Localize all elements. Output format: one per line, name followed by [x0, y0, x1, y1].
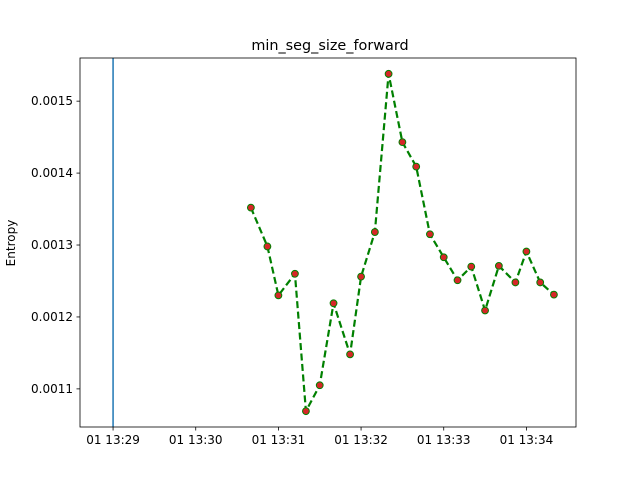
- y-tick-label: 0.0014: [31, 166, 73, 180]
- x-tick-label: 01 13:34: [500, 433, 554, 447]
- data-point: [412, 162, 421, 171]
- data-point: [550, 290, 558, 299]
- data-point: [246, 203, 255, 212]
- data-point: [384, 69, 393, 78]
- x-tick-label: 01 13:33: [417, 433, 471, 447]
- data-point: [346, 350, 354, 359]
- y-axis-title: Entropy: [4, 220, 18, 267]
- data-point: [467, 262, 476, 271]
- data-point: [481, 306, 489, 315]
- data-point: [536, 278, 545, 287]
- data-point: [426, 230, 434, 239]
- x-tick-label: 01 13:29: [86, 433, 140, 447]
- data-point: [263, 242, 272, 251]
- y-tick-label: 0.0013: [31, 238, 73, 252]
- y-tick-label: 0.0011: [31, 382, 73, 396]
- plot-area: 01 13:29 01 13:30 01 13:31 01 13:32 01 13:33…: [31, 57, 577, 447]
- data-point: [522, 247, 531, 256]
- x-tick-label: 01 13:32: [334, 433, 388, 447]
- y-tick-label: 0.0015: [31, 94, 73, 108]
- data-point: [329, 299, 338, 308]
- data-point: [302, 407, 310, 416]
- data-point: [453, 276, 462, 285]
- y-tick-label: 0.0012: [31, 310, 73, 324]
- data-point: [291, 269, 299, 278]
- x-tick-label: 01 13:31: [252, 433, 306, 447]
- data-point: [370, 228, 379, 236]
- chart-title: min_seg_size_forward: [251, 38, 408, 54]
- data-point: [439, 253, 448, 262]
- data-point: [398, 138, 407, 147]
- data-point: [511, 278, 520, 287]
- plot-frame: [79, 57, 577, 428]
- data-point: [357, 272, 365, 281]
- x-tick-label: 01 13:30: [169, 433, 223, 447]
- data-point: [315, 381, 324, 390]
- data-point: [494, 261, 503, 270]
- data-point: [274, 291, 283, 300]
